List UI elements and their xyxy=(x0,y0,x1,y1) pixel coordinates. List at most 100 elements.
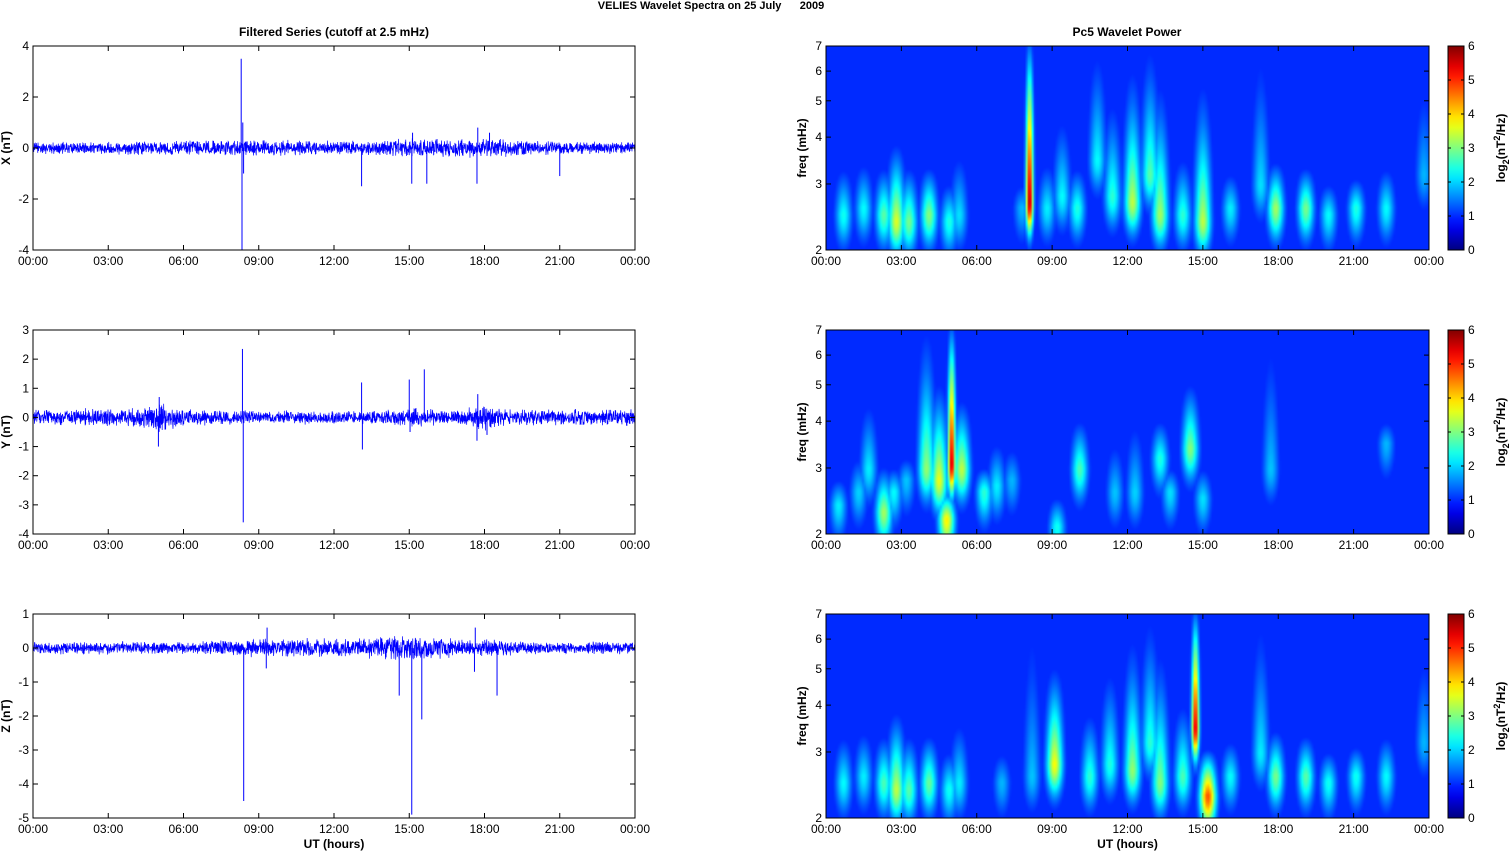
x-tick-label: 00:00 xyxy=(620,254,650,268)
x-tick-label: 18:00 xyxy=(1263,538,1293,552)
colorbar-tick-label: 6 xyxy=(1468,607,1475,621)
y-tick-label: -2 xyxy=(18,709,29,723)
colorbar-tick-label: 3 xyxy=(1468,709,1475,723)
y-tick-label: 3 xyxy=(815,461,822,475)
x-tick-label: 21:00 xyxy=(545,822,575,836)
x-tick-label: 03:00 xyxy=(93,254,123,268)
wavelet-panel: 2 3 4 5 6 7 freq (mHz) 00:00 03:00 06:00 09:00 12:0… xyxy=(795,607,1511,851)
time-series-panel: -4 -3 -2 -1 0 1 2 3 Y (nT) 00:00 03:00 06:00 09:00 12… xyxy=(0,323,650,552)
y-tick-label: 5 xyxy=(815,378,822,392)
colorbar-tick-label: 4 xyxy=(1468,391,1475,405)
y-tick-label: -4 xyxy=(18,243,29,257)
colorbar-label: log2(nT2/Hz) xyxy=(1492,398,1511,467)
x-tick-label: 06:00 xyxy=(962,254,992,268)
x-axis-label: UT (hours) xyxy=(304,837,365,851)
wavelet-heatmap xyxy=(826,614,1429,818)
colorbar-tick-label: 1 xyxy=(1468,777,1475,791)
y-tick-label: 4 xyxy=(815,698,822,712)
colorbar-tick-label: 3 xyxy=(1468,141,1475,155)
x-tick-label: 00:00 xyxy=(18,254,48,268)
y-tick-label: -4 xyxy=(18,777,29,791)
colorbar-tick-label: 2 xyxy=(1468,743,1475,757)
x-tick-label: 12:00 xyxy=(1112,538,1142,552)
wavelet-heatmap xyxy=(826,330,1429,534)
y-tick-label: 7 xyxy=(815,39,822,53)
x-tick-label: 06:00 xyxy=(962,822,992,836)
x-tick-label: 15:00 xyxy=(394,822,424,836)
y-tick-label: 5 xyxy=(815,94,822,108)
x-tick-label: 15:00 xyxy=(394,538,424,552)
x-tick-label: 06:00 xyxy=(168,822,198,836)
x-tick-label: 00:00 xyxy=(18,538,48,552)
colorbar-tick-label: 6 xyxy=(1468,323,1475,337)
y-tick-label: -2 xyxy=(18,192,29,206)
y-tick-label: -5 xyxy=(18,811,29,825)
signal-trace xyxy=(32,403,636,432)
x-tick-label: 00:00 xyxy=(1414,538,1444,552)
y-tick-label: -2 xyxy=(18,469,29,483)
figure-title: VELIES Wavelet Spectra on 25 July 2009 xyxy=(598,0,824,12)
x-tick-label: 06:00 xyxy=(962,538,992,552)
colorbar-tick-label: 4 xyxy=(1468,107,1475,121)
colorbar-tick-label: 5 xyxy=(1468,73,1475,87)
time-series-panel: -5 -4 -3 -2 -1 0 1 Z (nT) 00:00 03:00 06:00 09:00 12… xyxy=(0,607,650,851)
y-tick-label: 6 xyxy=(815,348,822,362)
y-tick-label: 7 xyxy=(815,607,822,621)
y-tick-label: 1 xyxy=(22,381,29,395)
wavelet-panel: 2 3 4 5 6 7 freq (mHz) 00:00 03:00 06:00 09:00 12:0… xyxy=(795,39,1511,268)
y-tick-label: 5 xyxy=(815,662,822,676)
y-tick-label: 4 xyxy=(815,414,822,428)
x-tick-label: 15:00 xyxy=(394,254,424,268)
y-axis-label: freq (mHz) xyxy=(795,402,809,461)
x-tick-label: 21:00 xyxy=(1339,822,1369,836)
colorbar-tick-label: 0 xyxy=(1468,811,1475,825)
x-tick-label: 09:00 xyxy=(1037,254,1067,268)
y-tick-label: 2 xyxy=(22,90,29,104)
signal-trace xyxy=(32,636,636,660)
y-axis-label: freq (mHz) xyxy=(795,686,809,745)
x-tick-label: 00:00 xyxy=(811,822,841,836)
x-tick-label: 15:00 xyxy=(1188,538,1218,552)
colorbar-label: log2(nT2/Hz) xyxy=(1492,114,1511,183)
x-tick-label: 21:00 xyxy=(1339,254,1369,268)
x-tick-label: 18:00 xyxy=(469,538,499,552)
x-tick-label: 21:00 xyxy=(1339,538,1369,552)
x-tick-label: 12:00 xyxy=(1112,254,1142,268)
x-tick-label: 21:00 xyxy=(545,254,575,268)
x-tick-label: 12:00 xyxy=(319,538,349,552)
y-tick-label: 3 xyxy=(815,745,822,759)
y-tick-label: 2 xyxy=(815,243,822,257)
x-tick-label: 00:00 xyxy=(620,822,650,836)
x-tick-label: 03:00 xyxy=(93,538,123,552)
x-tick-label: 09:00 xyxy=(1037,538,1067,552)
wavelet-panel: 2 3 4 5 6 7 freq (mHz) 00:00 03:00 06:00 09:00 12:0… xyxy=(795,323,1511,552)
x-axis-label: UT (hours) xyxy=(1097,837,1158,851)
y-axis-label: freq (mHz) xyxy=(795,118,809,177)
x-tick-label: 00:00 xyxy=(811,254,841,268)
colorbar-tick-label: 6 xyxy=(1468,39,1475,53)
y-axis-label: Y (nT) xyxy=(0,415,13,449)
x-tick-label: 03:00 xyxy=(93,822,123,836)
x-tick-label: 00:00 xyxy=(18,822,48,836)
right-column-title: Pc5 Wavelet Power xyxy=(1073,25,1182,39)
x-tick-label: 15:00 xyxy=(1188,254,1218,268)
colorbar-tick-label: 3 xyxy=(1468,425,1475,439)
x-tick-label: 18:00 xyxy=(1263,254,1293,268)
y-tick-label: 2 xyxy=(815,527,822,541)
y-tick-label: 6 xyxy=(815,64,822,78)
left-column-title: Filtered Series (cutoff at 2.5 mHz) xyxy=(239,25,429,39)
colorbar-tick-label: 5 xyxy=(1468,357,1475,371)
x-tick-label: 21:00 xyxy=(545,538,575,552)
time-series-panel: -4 -2 0 2 4 X (nT) 00:00 03:00 06:00 09:00 12:00 15… xyxy=(0,39,650,268)
colorbar-tick-label: 1 xyxy=(1468,209,1475,223)
x-tick-label: 09:00 xyxy=(1037,822,1067,836)
y-axis-label: X (nT) xyxy=(0,131,13,165)
y-tick-label: 7 xyxy=(815,323,822,337)
x-tick-label: 18:00 xyxy=(469,254,499,268)
x-tick-label: 03:00 xyxy=(886,822,916,836)
colorbar-tick-label: 4 xyxy=(1468,675,1475,689)
plot-area xyxy=(33,330,635,534)
x-tick-label: 00:00 xyxy=(1414,254,1444,268)
colorbar-tick-label: 0 xyxy=(1468,243,1475,257)
